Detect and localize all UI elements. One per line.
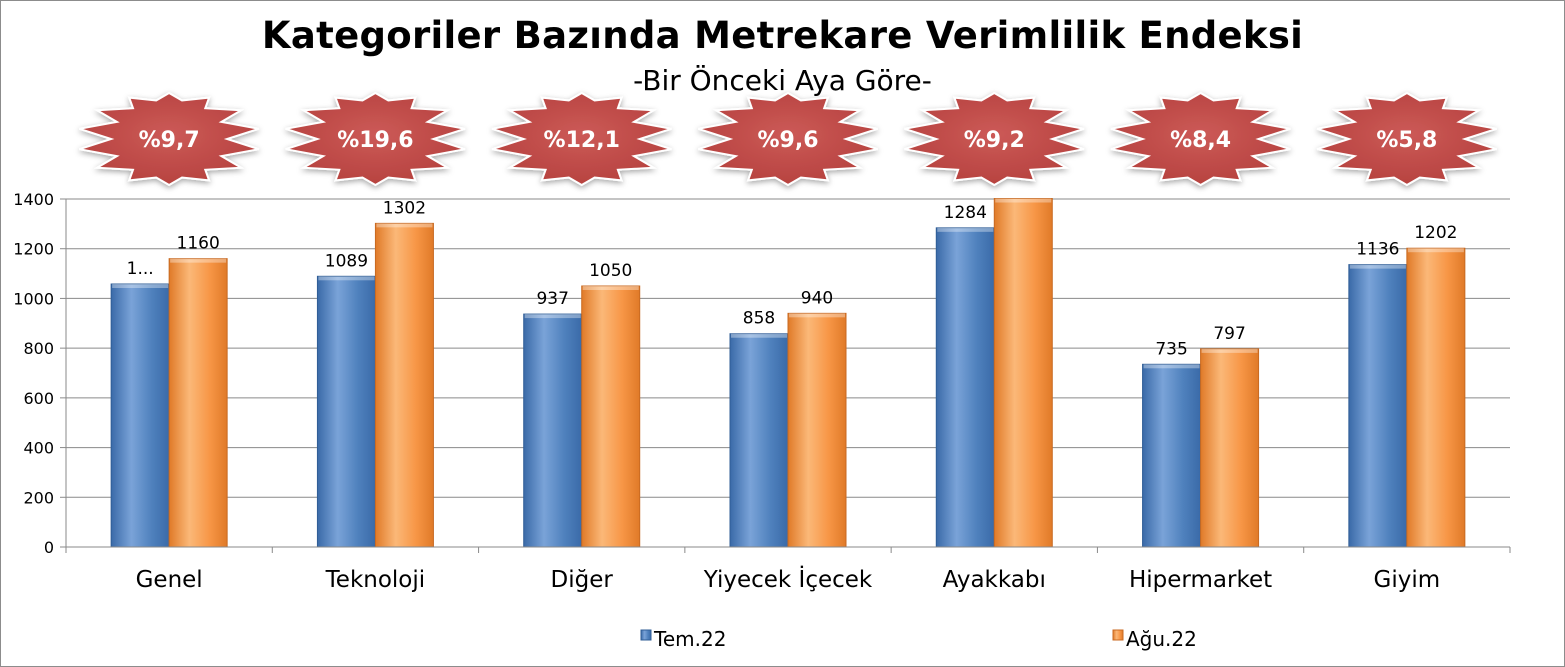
bar-top-highlight <box>582 286 639 290</box>
bar-top-highlight <box>789 313 845 318</box>
data-label: 797 <box>1213 324 1245 344</box>
bar <box>1200 348 1260 548</box>
bar-top-highlight <box>1143 364 1200 369</box>
y-tick-label: 600 <box>23 389 54 408</box>
data-label: 937 <box>536 289 568 309</box>
change-badge-label: %9,6 <box>757 128 818 153</box>
data-label: 1050 <box>589 261 632 281</box>
chart-title: Kategoriler Bazında Metrekare Verimlilik… <box>261 14 1304 57</box>
chart-subtitle: -Bir Önceki Aya Göre- <box>633 64 932 97</box>
data-label: 1089 <box>325 251 368 271</box>
y-tick-label: 1000 <box>13 289 54 308</box>
x-tick-label: Yiyecek İçecek <box>703 565 873 593</box>
change-badge <box>79 91 260 187</box>
data-label: 1284 <box>944 203 987 223</box>
bar <box>787 312 847 548</box>
bar-top-highlight <box>1407 248 1464 253</box>
legend-label: Ağu.22 <box>1126 627 1197 651</box>
change-badge <box>904 91 1085 187</box>
legend-swatch <box>640 629 652 641</box>
y-tick-label: 200 <box>23 488 54 507</box>
bar-top-highlight <box>524 314 581 319</box>
x-tick-label: Genel <box>136 567 203 593</box>
data-label: 1136 <box>1356 240 1399 260</box>
data-label: 1202 <box>1414 223 1457 243</box>
y-tick-label: 0 <box>44 538 54 557</box>
bar-top-highlight <box>170 258 227 263</box>
bar <box>729 333 789 548</box>
x-tick-label: Teknoloji <box>325 567 426 593</box>
bar-top-highlight <box>376 223 433 228</box>
bar <box>935 227 995 548</box>
change-badge <box>285 91 466 187</box>
data-label: 858 <box>743 309 775 329</box>
bar <box>523 313 583 548</box>
change-badge <box>697 91 879 187</box>
bar-top-highlight <box>731 333 787 338</box>
x-tick-label: Diğer <box>551 567 614 593</box>
bar-top-highlight <box>1349 264 1406 269</box>
y-tick-label: 1200 <box>13 240 54 259</box>
change-badge <box>1110 91 1291 187</box>
change-badge-label: %9,7 <box>139 128 200 153</box>
bar <box>168 258 228 548</box>
bar-top-highlight <box>937 227 994 232</box>
change-badge-label: %8,4 <box>1170 128 1231 153</box>
data-label: 735 <box>1155 339 1187 359</box>
data-label: 1302 <box>383 198 426 218</box>
x-tick-label: Ayakkabı <box>943 567 1046 593</box>
change-badge <box>491 91 672 187</box>
data-label: 940 <box>801 288 833 308</box>
bar <box>993 198 1053 548</box>
bar <box>581 285 641 548</box>
bar-top-highlight <box>112 284 169 289</box>
bar <box>110 283 170 548</box>
bar <box>374 222 434 548</box>
y-tick-label: 400 <box>23 439 54 458</box>
legend-swatch <box>1112 629 1124 641</box>
change-badge-label: %19,6 <box>337 128 413 153</box>
bar-top-highlight <box>995 198 1052 203</box>
change-badge-label: %12,1 <box>544 128 620 153</box>
bar <box>1348 264 1408 548</box>
bar <box>1406 247 1466 548</box>
data-label: 1160 <box>177 234 220 254</box>
bar <box>316 275 376 548</box>
change-badge-label: %5,8 <box>1376 128 1437 153</box>
change-badge <box>1316 91 1497 187</box>
x-tick-label: Giyim <box>1374 567 1441 593</box>
bar <box>1142 363 1202 548</box>
change-badge-label: %9,2 <box>964 128 1025 153</box>
bar-top-highlight <box>318 276 375 281</box>
bar-top-highlight <box>1201 348 1258 353</box>
x-tick-label: Hipermarket <box>1129 567 1272 593</box>
legend-label: Tem.22 <box>653 627 726 651</box>
y-tick-label: 1400 <box>13 190 54 209</box>
data-label: 1... <box>127 259 154 279</box>
y-tick-label: 800 <box>23 339 54 358</box>
